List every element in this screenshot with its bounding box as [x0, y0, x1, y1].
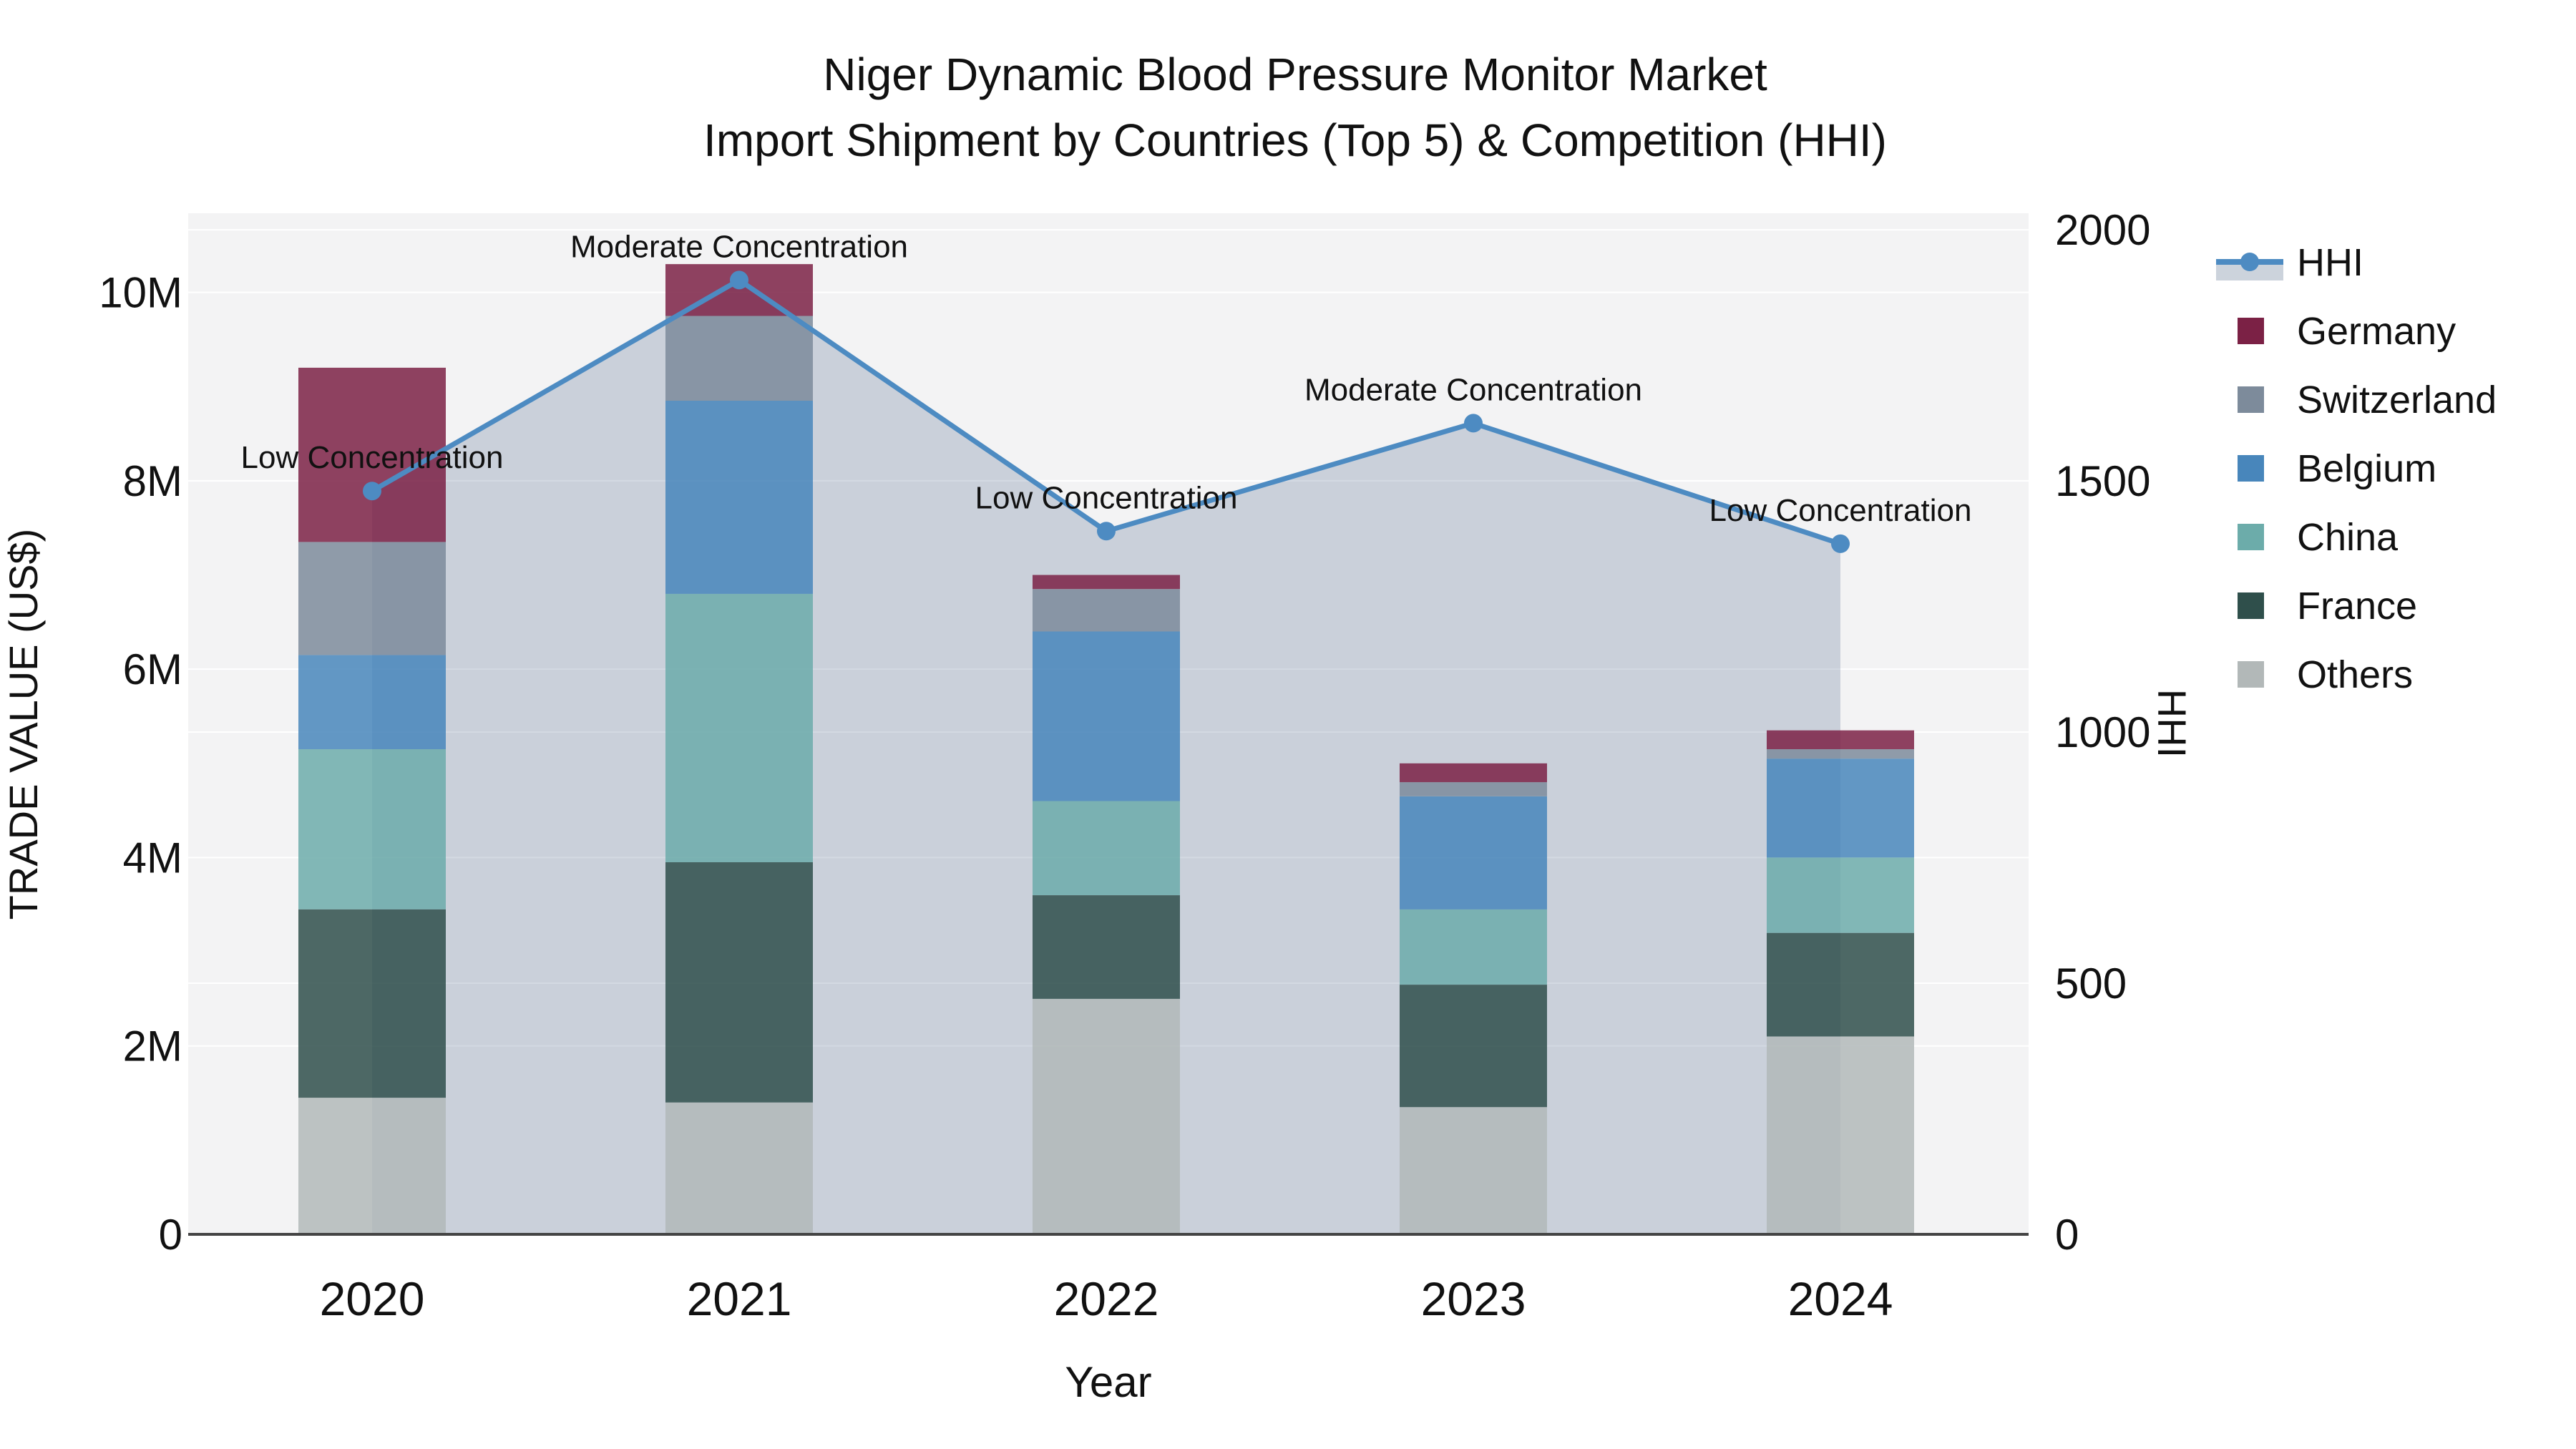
x-tick-2020: 2020 [320, 1272, 425, 1325]
y-right-tick-1500: 1500 [2055, 457, 2150, 505]
legend-item-china[interactable]: China [2238, 516, 2399, 559]
bar-segment-2022-china[interactable] [1033, 801, 1180, 895]
bar-segment-2023-france[interactable] [1400, 985, 1547, 1108]
annotation-2021: Moderate Concentration [570, 229, 908, 264]
legend-label-france: France [2297, 585, 2417, 628]
bar-segment-2020-others[interactable] [298, 1098, 446, 1234]
bar-segment-2022-france[interactable] [1033, 895, 1180, 999]
bar-segment-2022-germany[interactable] [1033, 575, 1180, 590]
bar-2020 [298, 367, 446, 1234]
legend-item-hhi[interactable]: HHI [2216, 241, 2363, 284]
legend-swatch-china [2238, 524, 2264, 550]
bar-segment-2021-switzerland[interactable] [665, 316, 813, 401]
hhi-marker-2022[interactable] [1097, 522, 1116, 541]
bar-segment-2021-china[interactable] [665, 593, 813, 862]
bar-segment-2020-france[interactable] [298, 909, 446, 1098]
bar-2023 [1400, 763, 1547, 1234]
bar-segment-2023-belgium[interactable] [1400, 796, 1547, 909]
bar-2021 [665, 264, 813, 1234]
bar-segment-2022-others[interactable] [1033, 998, 1180, 1234]
legend-swatch-france [2238, 592, 2264, 619]
bar-segment-2020-belgium[interactable] [298, 655, 446, 749]
bar-segment-2024-others[interactable] [1767, 1036, 1914, 1234]
bar-segment-2021-others[interactable] [665, 1102, 813, 1234]
y-right-tick-1000: 1000 [2055, 708, 2150, 756]
bar-segment-2020-switzerland[interactable] [298, 542, 446, 655]
y-left-tick-2M: 2M [123, 1023, 182, 1070]
legend-label-belgium: Belgium [2297, 447, 2436, 490]
bar-segment-2022-belgium[interactable] [1033, 631, 1180, 801]
y-left-tick-4M: 4M [123, 834, 182, 882]
legend-item-germany[interactable]: Germany [2238, 310, 2456, 353]
legend-item-france[interactable]: France [2238, 585, 2417, 628]
bar-segment-2024-switzerland[interactable] [1767, 749, 1914, 759]
bar-segment-2024-china[interactable] [1767, 857, 1914, 933]
annotation-2023: Moderate Concentration [1304, 372, 1642, 407]
legend-label-china: China [2297, 516, 2399, 559]
bar-segment-2022-switzerland[interactable] [1033, 589, 1180, 632]
legend-swatch-switzerland [2238, 386, 2264, 413]
annotation-2020: Low Concentration [241, 440, 504, 475]
chart-title: Niger Dynamic Blood Pressure Monitor Mar… [0, 42, 2576, 173]
y-left-tick-10M: 10M [99, 269, 182, 317]
y-axis-title-left: TRADE VALUE (US$) [1, 529, 46, 920]
bar-segment-2023-switzerland[interactable] [1400, 782, 1547, 796]
bar-segment-2021-belgium[interactable] [665, 401, 813, 594]
y-left-tick-6M: 6M [123, 645, 182, 693]
y-left-tick-0: 0 [159, 1211, 182, 1259]
hhi-marker-2024[interactable] [1831, 534, 1850, 553]
y-right-tick-2000: 2000 [2055, 206, 2150, 254]
annotation-2024: Low Concentration [1709, 493, 1972, 528]
y-right-tick-0: 0 [2055, 1211, 2079, 1259]
legend-label-hhi: HHI [2297, 241, 2363, 284]
chart-title-line2: Import Shipment by Countries (Top 5) & C… [703, 114, 1887, 166]
legend-swatch-belgium [2238, 455, 2264, 482]
bar-segment-2024-france[interactable] [1767, 932, 1914, 1037]
x-tick-2023: 2023 [1421, 1272, 1526, 1325]
y-right-tick-500: 500 [2055, 960, 2127, 1008]
legend-hhi-marker-sample [2240, 253, 2259, 271]
bar-segment-2024-germany[interactable] [1767, 730, 1914, 749]
legend-swatch-others [2238, 661, 2264, 688]
bar-segment-2023-others[interactable] [1400, 1107, 1547, 1234]
bar-segment-2023-germany[interactable] [1400, 763, 1547, 783]
legend-label-switzerland: Switzerland [2297, 379, 2497, 421]
x-axis-title: Year [1065, 1358, 1151, 1406]
bar-2022 [1033, 575, 1180, 1234]
bar-segment-2020-china[interactable] [298, 749, 446, 909]
bar-segment-2021-france[interactable] [665, 862, 813, 1103]
legend-item-others[interactable]: Others [2238, 653, 2413, 696]
chart-title-line1: Niger Dynamic Blood Pressure Monitor Mar… [823, 49, 1767, 100]
x-tick-2024: 2024 [1788, 1272, 1893, 1325]
bar-segment-2023-china[interactable] [1400, 909, 1547, 985]
bar-2024 [1767, 730, 1914, 1234]
legend-item-switzerland[interactable]: Switzerland [2238, 379, 2497, 421]
legend-label-others: Others [2297, 653, 2413, 696]
hhi-marker-2023[interactable] [1464, 414, 1483, 433]
y-axis-title-right: HHI [2150, 689, 2195, 758]
bar-segment-2024-belgium[interactable] [1767, 758, 1914, 858]
bar-segment-2020-germany[interactable] [298, 367, 446, 542]
x-tick-2021: 2021 [687, 1272, 792, 1325]
y-left-tick-8M: 8M [123, 457, 182, 505]
legend-label-germany: Germany [2297, 310, 2456, 353]
x-tick-2022: 2022 [1054, 1272, 1159, 1325]
hhi-marker-2020[interactable] [363, 482, 381, 501]
legend-item-belgium[interactable]: Belgium [2238, 447, 2436, 490]
legend-swatch-germany [2238, 318, 2264, 344]
annotation-2022: Low Concentration [975, 480, 1238, 515]
hhi-marker-2021[interactable] [730, 270, 748, 290]
